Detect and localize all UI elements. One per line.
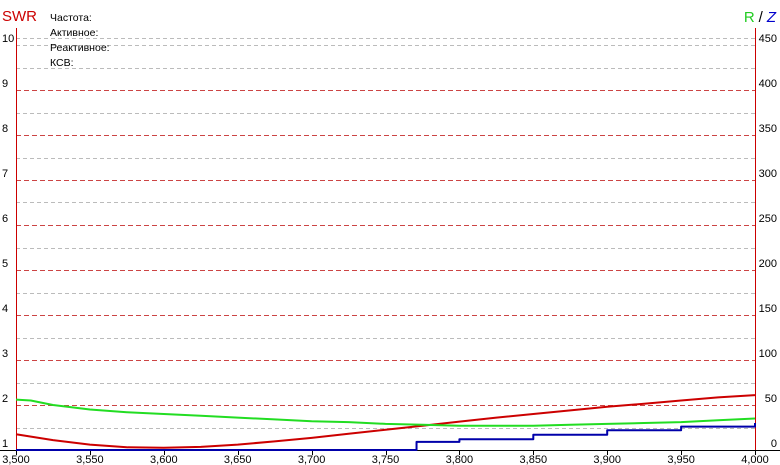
x-tick-label: 3,650 bbox=[224, 454, 252, 465]
x-tick-label: 3,800 bbox=[446, 454, 474, 465]
left-tick-label: 4 bbox=[2, 303, 8, 315]
left-axis-title: SWR bbox=[2, 8, 37, 25]
x-tick-label: 3,900 bbox=[593, 454, 621, 465]
left-tick-label: 9 bbox=[2, 78, 8, 90]
x-tick-label: 3,600 bbox=[150, 454, 178, 465]
left-tick-label: 3 bbox=[2, 348, 8, 360]
right-tick-label: 100 bbox=[759, 348, 777, 360]
series-line-3 bbox=[16, 423, 756, 451]
right-tick-label: 50 bbox=[765, 393, 777, 405]
right-tick-label: 150 bbox=[759, 303, 777, 315]
right-tick-label: 200 bbox=[759, 258, 777, 270]
info-reactive-label: Реактивное: bbox=[50, 42, 110, 54]
left-tick-label: 8 bbox=[2, 123, 8, 135]
tick-labels: 123456789100501001502002503003504004503,… bbox=[2, 33, 777, 465]
info-active-label: Активное: bbox=[50, 27, 98, 39]
left-tick-label: 1 bbox=[2, 438, 8, 450]
right-axis-title-r: R bbox=[744, 9, 755, 26]
right-axis-title: R / Z bbox=[744, 9, 777, 26]
left-tick-label: 5 bbox=[2, 258, 8, 270]
right-axis-title-z: Z bbox=[766, 9, 777, 26]
x-tick-label: 3,850 bbox=[520, 454, 548, 465]
x-tick-label: 4,000 bbox=[741, 454, 769, 465]
x-tick-label: 3,500 bbox=[2, 454, 30, 465]
right-tick-label: 250 bbox=[759, 213, 777, 225]
x-tick-label: 3,700 bbox=[298, 454, 326, 465]
series-line-1 bbox=[15, 394, 756, 449]
right-tick-label: 350 bbox=[759, 123, 777, 135]
left-tick-label: 10 bbox=[2, 33, 14, 45]
right-axis-title-sep: / bbox=[759, 9, 764, 26]
left-tick-label: 6 bbox=[2, 213, 8, 225]
x-tick-label: 3,950 bbox=[667, 454, 695, 465]
x-tick-label: 3,750 bbox=[372, 454, 400, 465]
info-swr-label: КСВ: bbox=[50, 57, 74, 69]
info-frequency-label: Частота: bbox=[50, 12, 92, 24]
right-tick-label: 0 bbox=[771, 438, 777, 450]
left-tick-label: 2 bbox=[2, 393, 8, 405]
right-tick-label: 450 bbox=[759, 33, 777, 45]
right-tick-label: 300 bbox=[759, 168, 777, 180]
grid bbox=[16, 38, 755, 429]
right-tick-label: 400 bbox=[759, 78, 777, 90]
series-line-2 bbox=[15, 398, 756, 427]
series-lines bbox=[15, 394, 756, 451]
x-tick-label: 3,550 bbox=[76, 454, 104, 465]
left-tick-label: 7 bbox=[2, 168, 8, 180]
